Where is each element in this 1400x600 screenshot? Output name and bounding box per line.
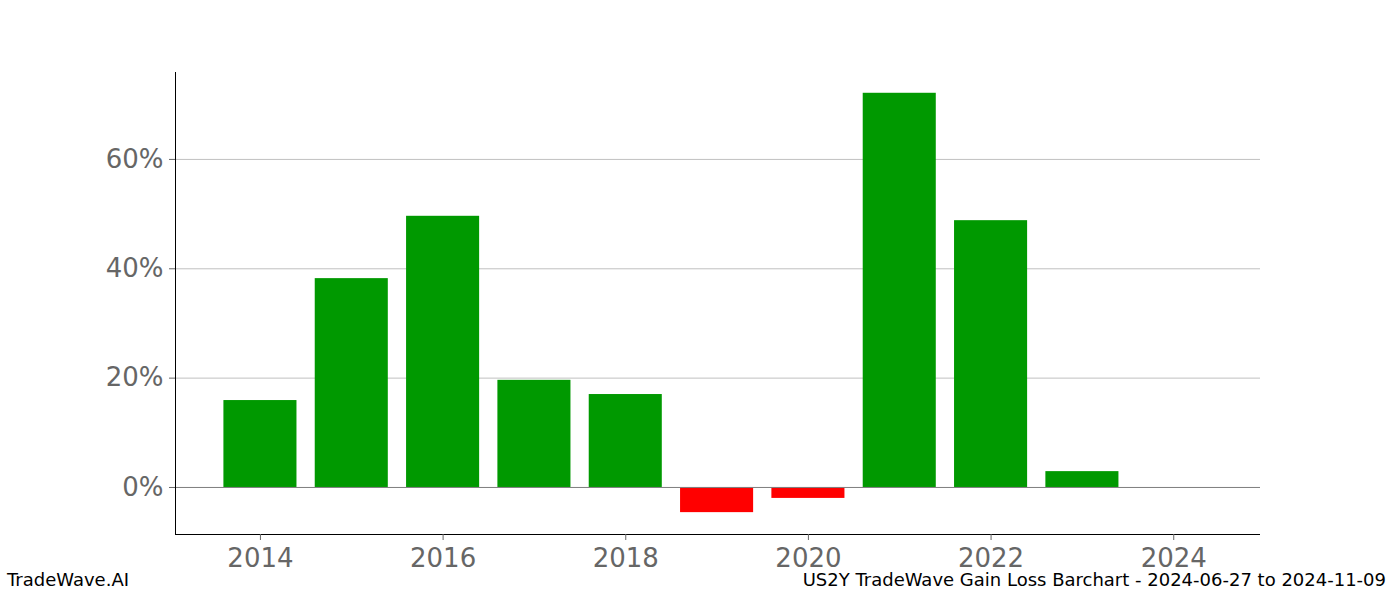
svg-text:40%: 40% [106, 253, 164, 283]
svg-text:2014: 2014 [227, 543, 293, 573]
svg-text:20%: 20% [106, 362, 164, 392]
svg-text:2024: 2024 [1141, 543, 1207, 573]
svg-text:60%: 60% [106, 144, 164, 174]
svg-text:2016: 2016 [410, 543, 476, 573]
svg-text:2018: 2018 [593, 543, 659, 573]
html-text:TradeWave.AI: TradeWave.AI [7, 569, 129, 590]
svg-text:2020: 2020 [775, 543, 841, 573]
svg-text:2022: 2022 [958, 543, 1024, 573]
svg-text:0%: 0% [122, 472, 163, 502]
html-text:US2Y TradeWave Gain Loss Barch: US2Y TradeWave Gain Loss Barchart - 2024… [802, 569, 1386, 590]
